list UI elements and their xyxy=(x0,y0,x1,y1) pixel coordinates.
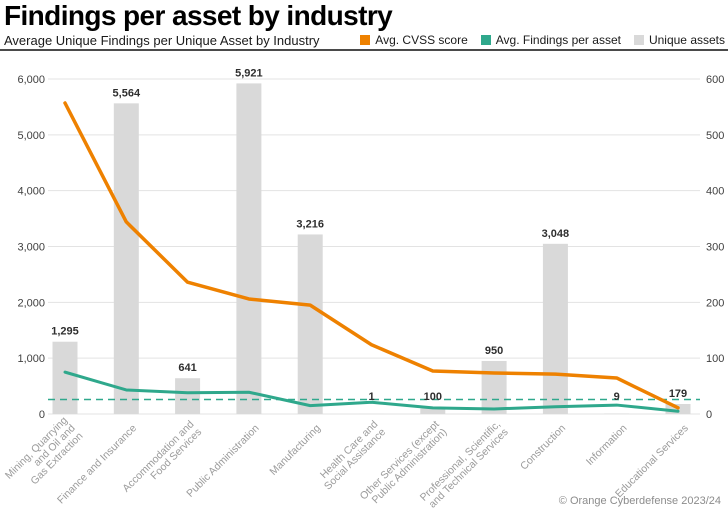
left-axis-tick-label: 3,000 xyxy=(17,242,45,254)
bar xyxy=(236,83,262,415)
left-axis-tick-label: 6,000 xyxy=(17,74,45,86)
legend-label-findings: Avg. Findings per asset xyxy=(495,33,621,47)
right-axis-tick-label: 100 xyxy=(706,353,724,365)
findings-legend-swatch-icon xyxy=(480,35,491,45)
bar xyxy=(542,243,568,414)
bar-value-label: 5,564 xyxy=(113,87,141,99)
bar-value-label: 100 xyxy=(424,391,442,403)
right-axis-tick-label: 500 xyxy=(706,130,724,142)
bar xyxy=(113,103,139,415)
bar xyxy=(52,341,78,414)
right-axis-tick-label: 600 xyxy=(706,74,724,86)
copyright-credit: © Orange Cyberdefense 2023/24 xyxy=(558,495,721,507)
legend-item-cvss: Avg. CVSS score xyxy=(360,33,468,47)
category-label-group: Mining, Quarryingand Oil andGas Extracti… xyxy=(3,414,86,497)
right-axis-tick-label: 200 xyxy=(706,297,724,309)
right-axis-tick-label: 0 xyxy=(706,409,712,421)
x-axis-category-label: Construction xyxy=(518,422,568,472)
bar-value-label: 5,921 xyxy=(235,67,263,79)
bar-value-label: 1,295 xyxy=(51,326,79,338)
left-axis-tick-label: 4,000 xyxy=(17,186,45,198)
chart-subtitle: Average Unique Findings per Unique Asset… xyxy=(4,33,320,48)
right-axis-tick-label: 400 xyxy=(706,186,724,198)
bar xyxy=(175,378,201,414)
bar-value-label: 3,216 xyxy=(296,218,324,230)
category-label-group: Construction xyxy=(518,422,568,472)
category-label-group: Information xyxy=(584,422,630,468)
bar xyxy=(420,408,446,414)
right-axis-tick-label: 300 xyxy=(706,242,724,254)
bar-value-label: 1 xyxy=(368,391,374,403)
cvss-legend-swatch-icon xyxy=(360,35,371,45)
bar-value-labels: 1,295 5,564 641 5,921 3,216 1 100 950 3,048 9 179 xyxy=(51,67,687,403)
chart-legend: Avg. CVSS score Avg. Findings per asset … xyxy=(360,33,725,47)
bar-value-label: 641 xyxy=(178,362,196,374)
bar-value-label: 950 xyxy=(485,345,503,357)
axis-tick-labels: 0 0 1,000 100 2,000 200 3,000 300 4,000 400 5,000 5… xyxy=(17,74,724,421)
bar xyxy=(297,234,323,414)
bar-value-label: 3,048 xyxy=(542,228,570,240)
bar-value-label: 9 xyxy=(614,391,620,403)
left-axis-tick-label: 5,000 xyxy=(17,130,45,142)
assets-legend-swatch-icon xyxy=(633,35,644,45)
header-divider xyxy=(0,49,728,51)
unique-assets-bars xyxy=(52,83,691,415)
bar xyxy=(481,360,507,414)
chart-gridlines xyxy=(48,78,700,415)
x-axis-category-label: Information xyxy=(584,422,630,468)
bar-value-label: 179 xyxy=(669,388,687,400)
page-title: Findings per asset by industry xyxy=(4,0,393,31)
bar xyxy=(604,413,630,414)
left-axis-tick-label: 1,000 xyxy=(17,353,45,365)
cvss-score-line xyxy=(63,101,680,410)
category-label-group: Manufacturing xyxy=(267,422,323,478)
legend-item-assets: Unique assets xyxy=(633,33,725,47)
legend-label-cvss: Avg. CVSS score xyxy=(375,33,468,47)
findings-per-asset-line xyxy=(63,370,680,413)
legend-label-assets: Unique assets xyxy=(648,33,725,47)
left-axis-tick-label: 0 xyxy=(39,409,45,421)
legend-item-findings: Avg. Findings per asset xyxy=(480,33,621,47)
left-axis-tick-label: 2,000 xyxy=(17,297,45,309)
x-axis-category-label: Mining, Quarryingand Oil andGas Extracti… xyxy=(3,414,86,497)
x-axis-category-label: Manufacturing xyxy=(267,422,323,478)
